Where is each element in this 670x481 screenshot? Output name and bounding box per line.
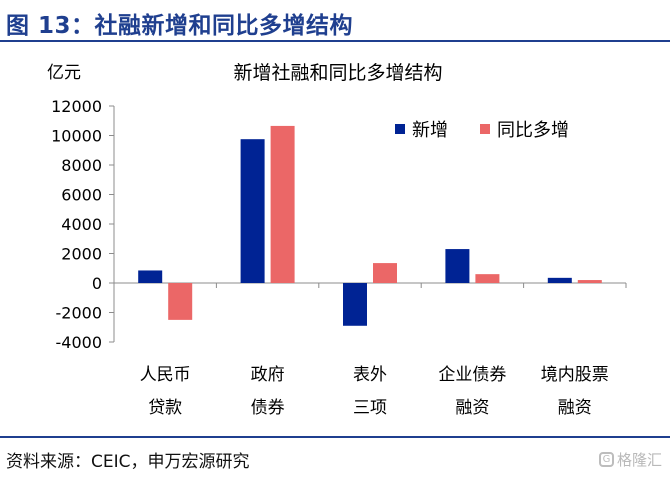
legend-label: 同比多增 — [497, 120, 569, 141]
source-note: 资料来源：CEIC，申万宏源研究 — [6, 452, 250, 472]
bar-tongbi-duozeng — [577, 280, 602, 283]
axes: -4000 -2000 0 2000 4000 6000 8000 10000 12000 — [51, 97, 627, 352]
watermark: G 格隆汇 — [598, 449, 662, 470]
category-label: 贷款 — [148, 398, 182, 418]
bar-tongbi-duozeng — [373, 263, 397, 283]
y-tick-label: 0 — [92, 274, 102, 293]
category-label: 人民币 — [140, 365, 191, 385]
bar-tongbi-duozeng — [168, 283, 193, 320]
category-label: 企业债券 — [438, 365, 506, 385]
legend-swatch — [395, 124, 405, 134]
figure-title: 图 13：社融新增和同比多增结构 — [6, 13, 354, 39]
footer-rule — [0, 436, 670, 438]
chart: 新增社融和同比多增结构 亿元 -4000 -2000 0 2000 4000 6000 80… — [47, 62, 627, 418]
y-axis-unit-label: 亿元 — [47, 63, 81, 83]
y-tick-label: 8000 — [61, 156, 102, 175]
legend-label: 新增 — [412, 120, 448, 141]
bar-xinzeng — [240, 139, 265, 283]
bar-xinzeng — [343, 283, 367, 326]
y-tick-label: 10000 — [51, 127, 102, 146]
y-tick-label: 12000 — [51, 97, 102, 116]
bars — [138, 125, 602, 326]
category-label: 三项 — [353, 398, 387, 418]
y-tick-label: 2000 — [61, 245, 102, 264]
category-label: 境内股票 — [541, 365, 609, 385]
y-tick-label: -4000 — [56, 333, 103, 352]
legend-swatch — [480, 124, 490, 134]
bar-xinzeng — [138, 270, 163, 283]
category-label: 债券 — [251, 398, 285, 418]
chart-title: 新增社融和同比多增结构 — [233, 62, 442, 84]
category-label: 融资 — [558, 398, 592, 418]
bar-xinzeng — [445, 249, 470, 283]
bar-tongbi-duozeng — [270, 125, 295, 283]
y-tick-label: 4000 — [61, 215, 102, 234]
bar-xinzeng — [547, 277, 572, 283]
legend: 新增 同比多增 — [395, 120, 569, 141]
category-label: 融资 — [455, 398, 489, 418]
category-label: 表外 — [353, 365, 387, 385]
watermark-text: 格隆汇 — [616, 451, 662, 469]
y-tick-label: 6000 — [61, 186, 102, 205]
title-rule — [0, 40, 670, 42]
y-tick-label: -2000 — [56, 304, 103, 323]
watermark-logo-icon: G — [598, 452, 614, 467]
bar-tongbi-duozeng — [475, 274, 500, 283]
category-label: 政府 — [251, 365, 285, 385]
